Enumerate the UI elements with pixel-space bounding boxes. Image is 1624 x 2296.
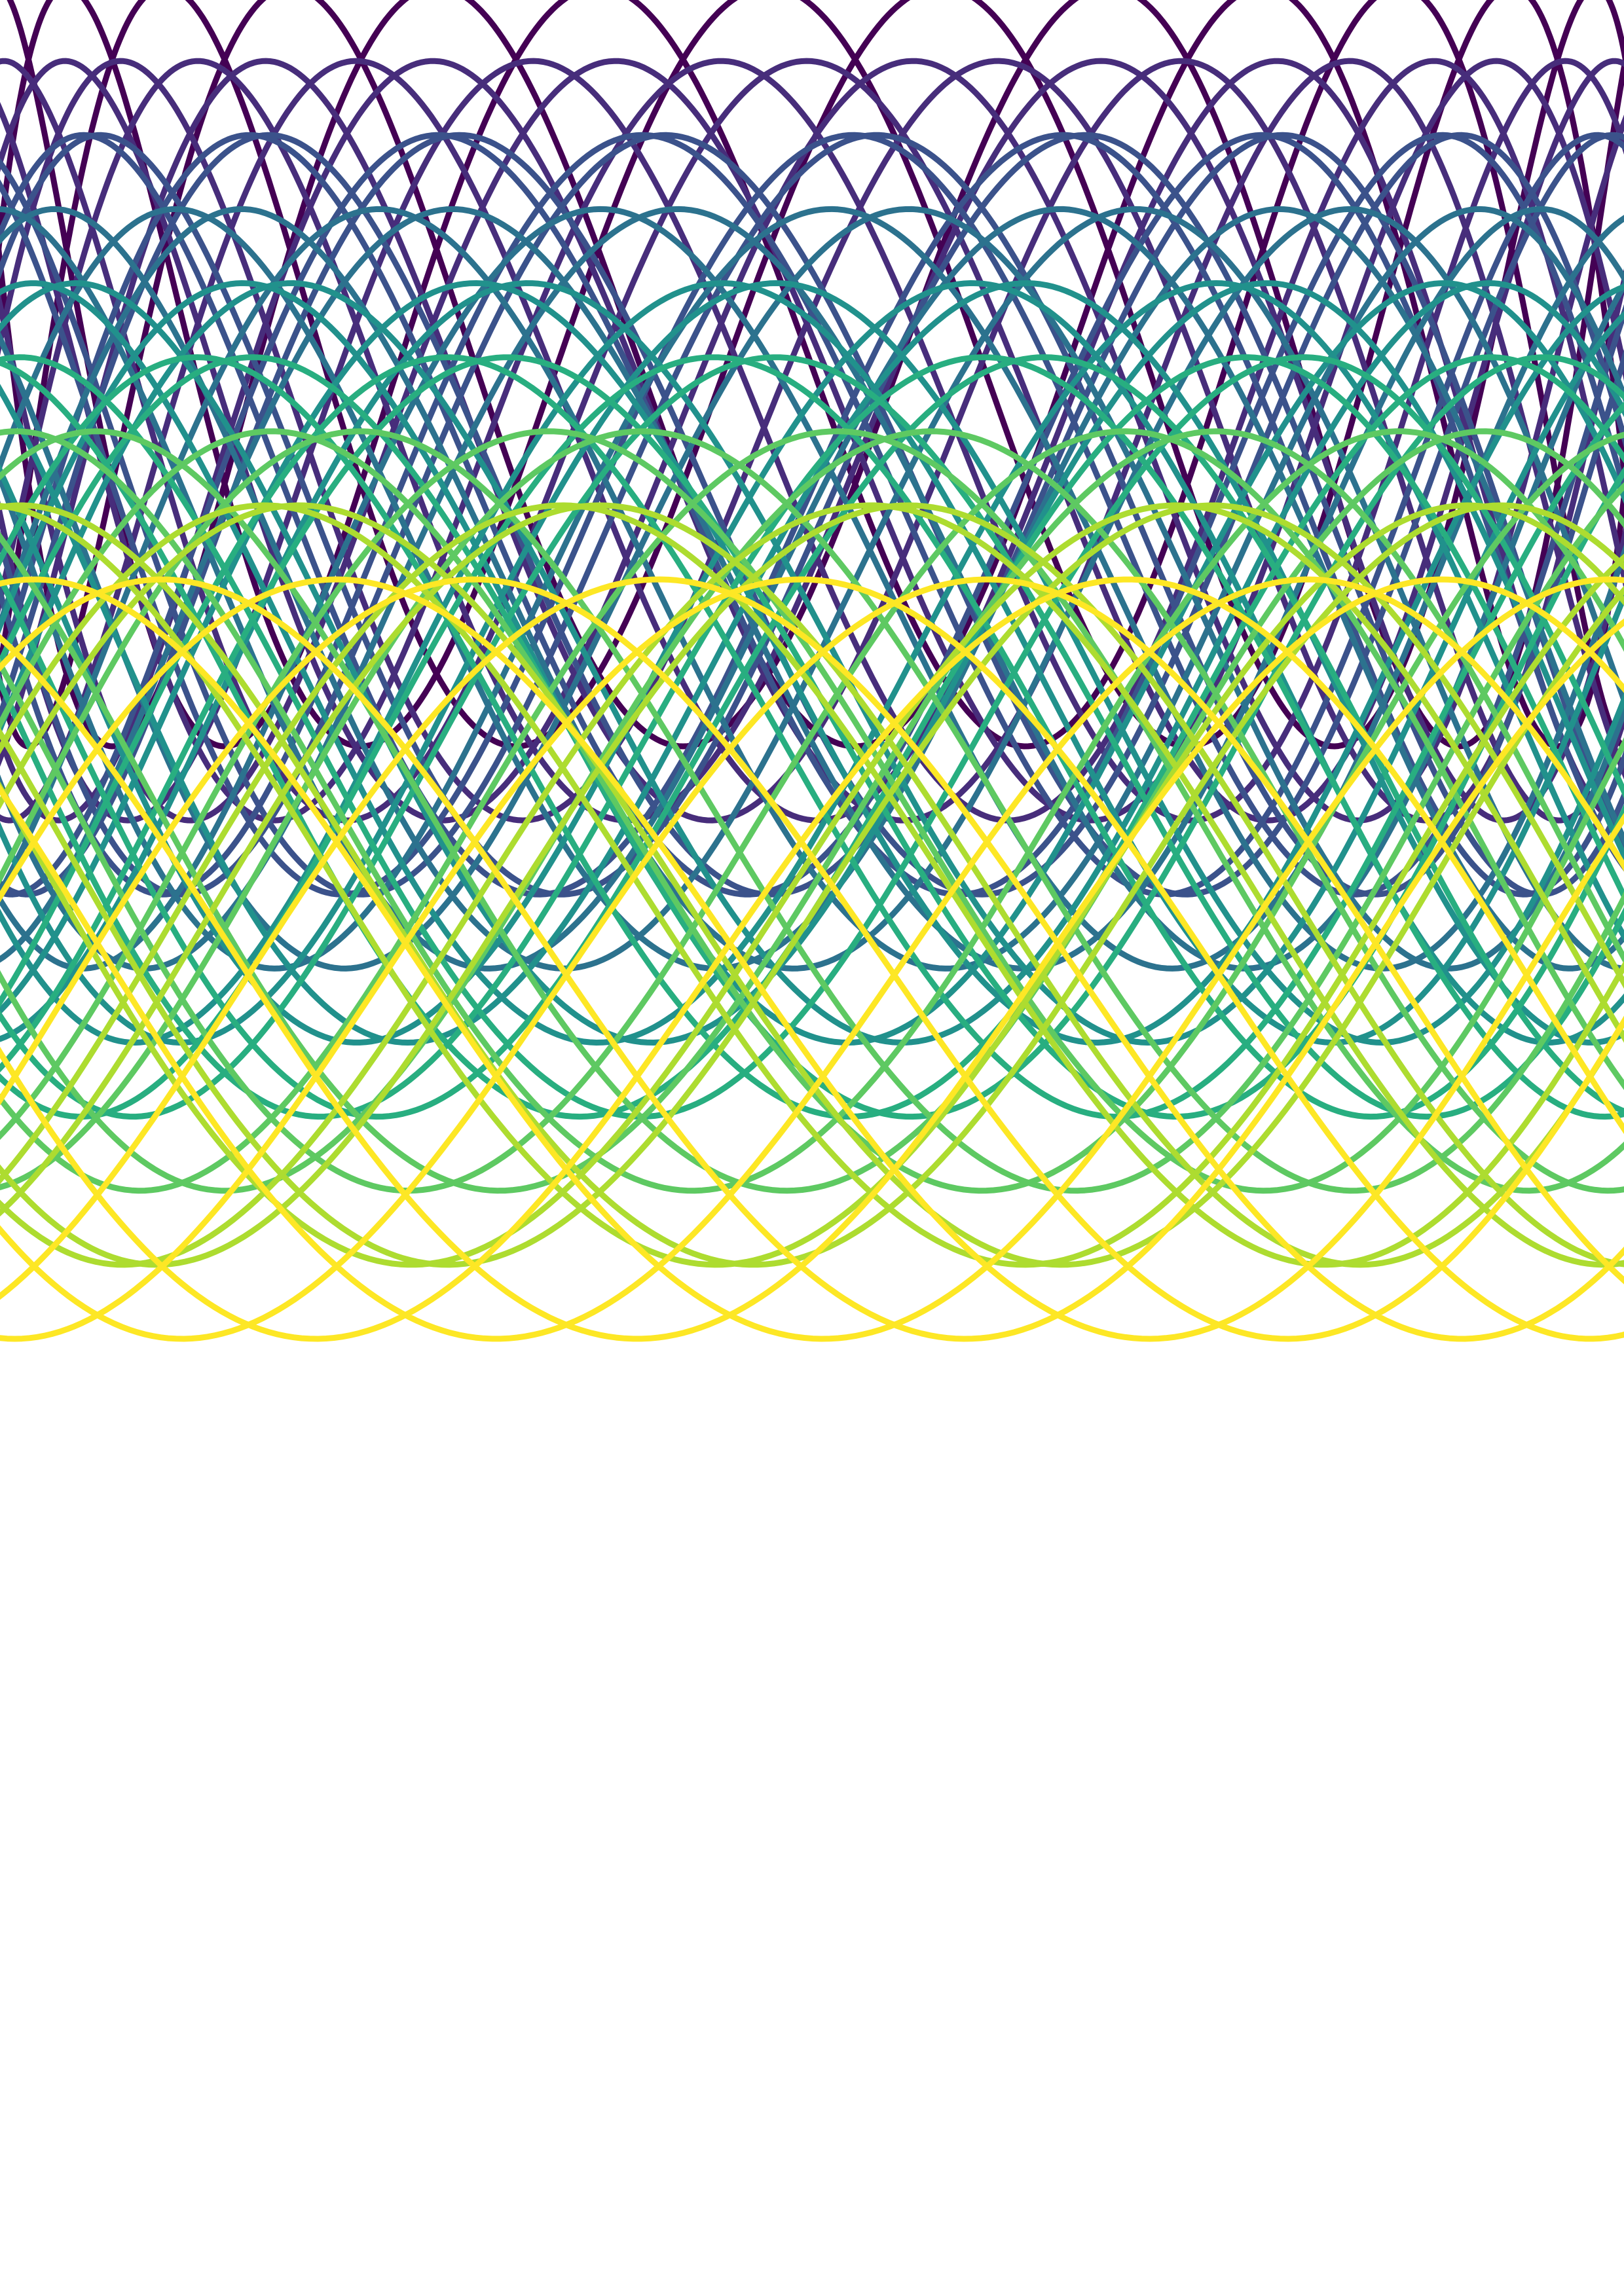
curve-group bbox=[0, 0, 1624, 1342]
wave-curve bbox=[0, 206, 1624, 972]
wave-curve bbox=[0, 0, 1624, 750]
wave-curve bbox=[0, 576, 1624, 1342]
